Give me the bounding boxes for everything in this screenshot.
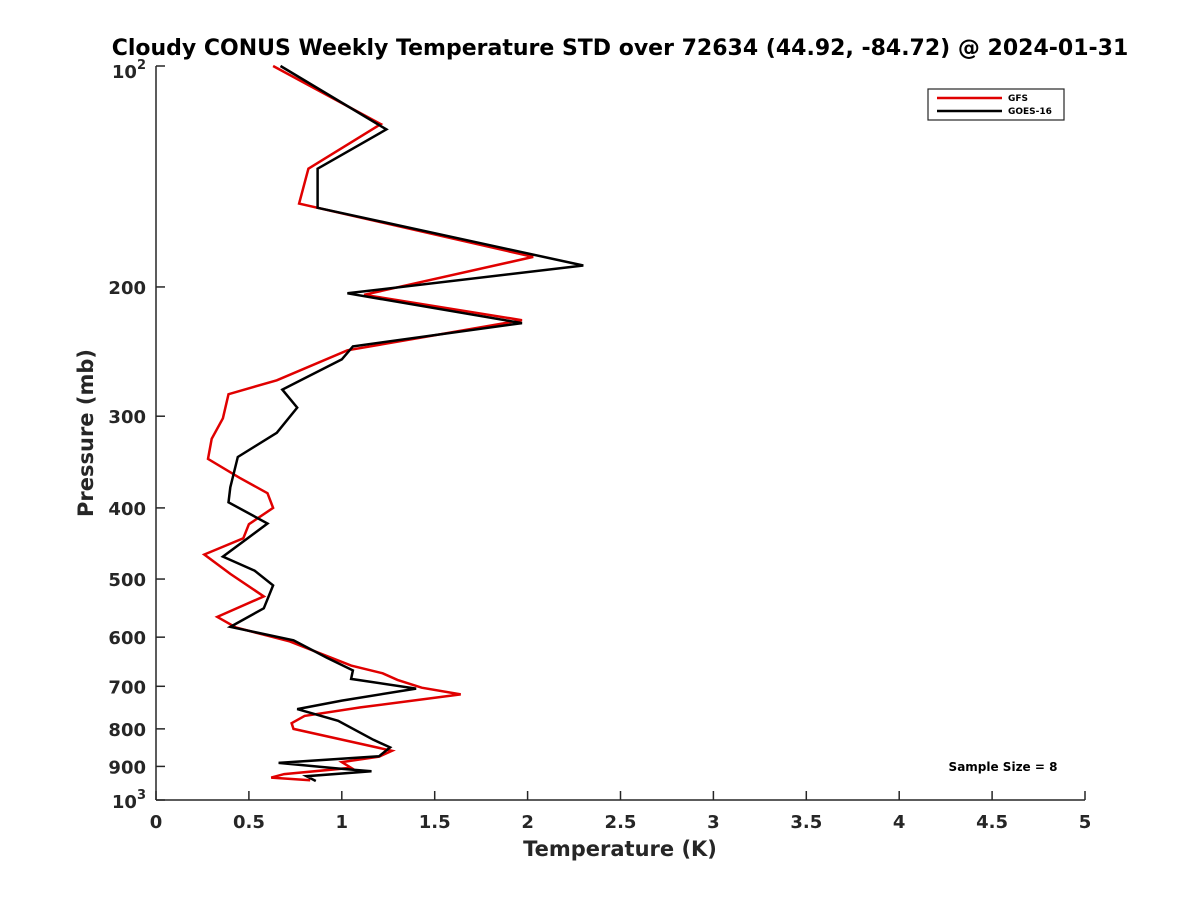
series-group [201, 64, 584, 783]
x-axis-label: Temperature (K) [523, 837, 717, 861]
legend-label-goes-16: GOES-16 [1008, 107, 1052, 117]
y-tick-exponent: 3 [137, 788, 146, 803]
x-axis-ticks: 0 0.5 1 1.5 2 2.5 3 3.5 4 4.5 5 [150, 791, 1092, 833]
y-tick-label: 300 [108, 407, 146, 428]
x-tick-label: 4.5 [976, 812, 1008, 833]
x-tick-label: 3 [707, 812, 720, 833]
x-tick-label: 0 [150, 812, 163, 833]
y-tick-label: 800 [108, 720, 146, 741]
x-tick-label: 4 [893, 812, 906, 833]
x-tick-label: 1 [336, 812, 349, 833]
y-tick-label: 200 [108, 278, 146, 299]
y-tick-label-power: 103 [112, 788, 146, 813]
y-tick-label-power: 102 [112, 58, 146, 83]
y-axis-label: Pressure (mb) [74, 349, 98, 517]
x-tick-label: 1.5 [419, 812, 451, 833]
x-tick-label: 2.5 [605, 812, 637, 833]
legend-box [927, 88, 1065, 121]
y-tick-label: 600 [108, 628, 146, 649]
y-tick-label: 400 [108, 499, 146, 520]
legend: GFS GOES-16 [927, 88, 1065, 121]
sample-size-annotation: Sample Size = 8 [949, 760, 1058, 774]
y-tick-base: 10 [112, 62, 137, 83]
series-line-gfs [201, 64, 534, 782]
y-tick-label: 500 [108, 570, 146, 591]
legend-label-gfs: GFS [1008, 94, 1028, 104]
y-tick-base: 10 [112, 792, 137, 813]
x-tick-label: 3.5 [790, 812, 822, 833]
x-tick-label: 2 [521, 812, 534, 833]
y-tick-label: 900 [108, 757, 146, 778]
plot-area: 0 0.5 1 1.5 2 2.5 3 3.5 4 4.5 5 102200300400500600… [108, 58, 1091, 833]
y-tick-exponent: 2 [137, 58, 146, 73]
chart-title: Cloudy CONUS Weekly Temperature STD over… [112, 36, 1129, 61]
x-tick-label: 0.5 [233, 812, 265, 833]
y-tick-label: 700 [108, 677, 146, 698]
series-line-goes-16 [220, 64, 584, 783]
x-tick-label: 5 [1079, 812, 1092, 833]
